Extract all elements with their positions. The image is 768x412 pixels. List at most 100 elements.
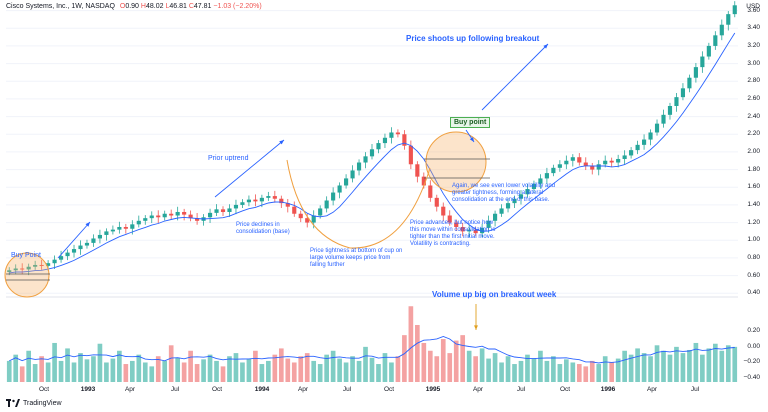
ohlc-high-label: H: [140, 3, 146, 10]
candle-body: [441, 206, 446, 216]
uptrend-arrow-1-head: [85, 222, 90, 227]
volume-bar: [518, 360, 524, 382]
volume-tick-label: −0.20: [743, 358, 760, 366]
candle-body: [408, 145, 413, 165]
volume-bar: [324, 354, 329, 382]
ohlc-close: 47.81: [193, 3, 212, 10]
volume-bar: [525, 354, 530, 382]
buy-point-highlight-1: [4, 252, 50, 298]
volume-bar: [376, 364, 381, 382]
volume-bar: [298, 356, 304, 382]
volume-bar: [272, 354, 278, 382]
breakout-arrow-head: [543, 44, 548, 49]
candle-body: [104, 231, 109, 235]
candle-body: [454, 222, 459, 227]
price-tick-label: 2.60: [747, 94, 760, 102]
volume-bar: [123, 364, 129, 382]
tradingview-logo[interactable]: TradingView: [6, 399, 62, 407]
candle-body: [162, 213, 167, 218]
volume-bar: [421, 342, 427, 382]
candle-body: [246, 199, 251, 203]
candle-body: [460, 226, 465, 232]
candle-body: [622, 155, 627, 159]
candle-body: [324, 200, 329, 209]
volume-bar: [512, 364, 517, 382]
volume-bar: [641, 353, 647, 382]
volume-bar: [240, 362, 245, 382]
volume-bar: [26, 350, 32, 382]
time-tick-label: Oct: [38, 386, 50, 393]
candle-body: [117, 226, 122, 230]
candle-body: [629, 150, 634, 156]
candle-body: [188, 214, 193, 219]
ohlc-change: −1.03 (−2.20%): [213, 3, 262, 10]
candle-body: [583, 162, 588, 167]
volume-bar: [674, 346, 679, 382]
volume-bar: [479, 348, 485, 382]
price-tick-label: 3.20: [747, 41, 760, 49]
buy-point-label-1: Buy Point: [11, 252, 41, 259]
candle-body: [473, 229, 478, 234]
price-tick-label: 0.60: [747, 271, 760, 279]
candle-body: [175, 211, 180, 216]
candle-body: [518, 194, 524, 199]
candle-body: [266, 196, 271, 198]
volume-bar: [149, 366, 155, 382]
volume-bar: [266, 360, 271, 382]
price-tick-label: 3.60: [747, 6, 760, 14]
volume-bar: [557, 364, 563, 382]
price-tick-label: 3.40: [747, 24, 760, 32]
candle-body: [311, 215, 316, 223]
candle-body: [97, 234, 103, 239]
volume-bar: [136, 354, 142, 382]
candle-body: [13, 268, 18, 271]
candle-body: [693, 67, 698, 78]
volume-bar: [246, 358, 252, 382]
volume-bar: [253, 350, 258, 382]
volume-bar: [58, 360, 64, 382]
time-tick-label: 1994: [254, 386, 270, 393]
candle-body: [719, 24, 724, 36]
buy-point-highlight-2: [425, 131, 487, 193]
volume-bar: [71, 362, 77, 382]
candle-body: [648, 132, 653, 140]
candle-body: [505, 203, 511, 209]
cup-bottom-annotation: Price tightness at bottom of cup on larg…: [310, 248, 403, 268]
candle-body: [382, 137, 388, 144]
time-tick-label: Jul: [516, 386, 526, 393]
time-tick-label: Jul: [170, 386, 180, 393]
candle-body: [130, 224, 135, 229]
volume-bar: [304, 353, 310, 382]
candle-body: [603, 160, 608, 165]
candle-body: [493, 213, 498, 221]
volume-bar: [78, 353, 83, 382]
volume-bar: [175, 357, 180, 382]
time-tick-label: Apr: [124, 386, 136, 393]
volume-bar: [181, 362, 187, 382]
volume-bar: [447, 353, 453, 382]
candle-body: [26, 266, 31, 270]
candle-body: [564, 160, 569, 165]
candle-body: [356, 162, 362, 171]
volume-bar: [110, 358, 116, 382]
candle-body: [7, 270, 12, 273]
candle-body: [123, 226, 128, 229]
time-tick-label: Oct: [559, 386, 571, 393]
volume-bar: [635, 348, 640, 382]
price-tick-label: 1.60: [747, 183, 760, 191]
volume-bar: [615, 358, 621, 382]
volume-bar: [700, 354, 705, 382]
candle-body: [363, 156, 368, 163]
price-tick-label: 1.80: [747, 165, 760, 173]
price-tick-label: 1.00: [747, 236, 760, 244]
candle-body: [609, 160, 614, 163]
volume-bar: [719, 350, 725, 382]
cup-outline: [286, 159, 431, 249]
volume-bar: [486, 358, 491, 382]
volume-bar: [227, 356, 232, 382]
volume-bar: [415, 324, 420, 382]
buy-point-arrow-head: [469, 137, 474, 142]
candle-body: [182, 211, 187, 215]
volume-bar: [725, 345, 731, 382]
